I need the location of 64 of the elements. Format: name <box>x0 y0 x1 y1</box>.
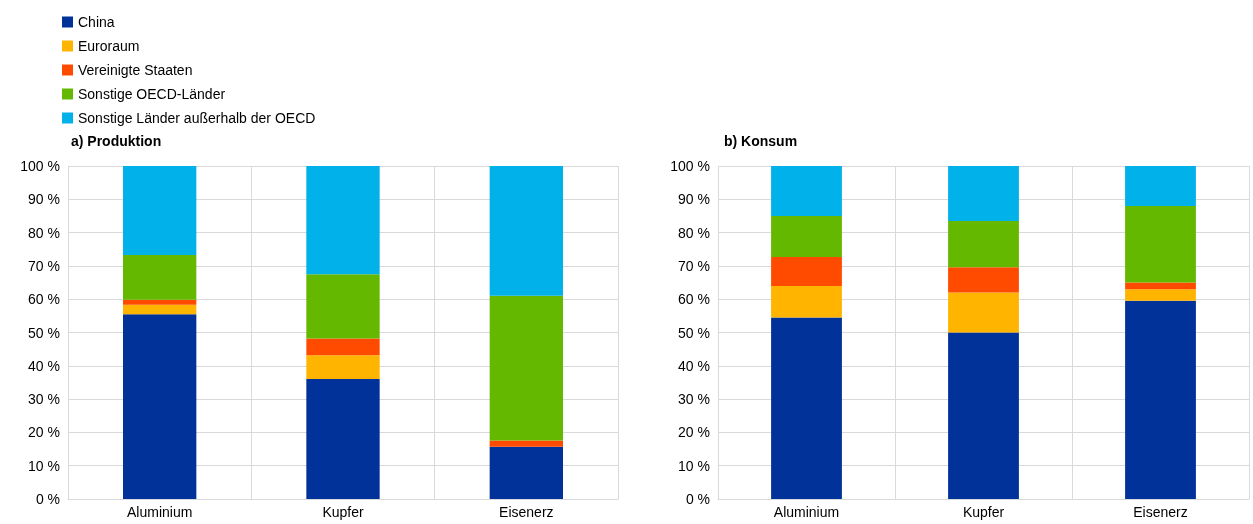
y-tick-label: 80 % <box>28 224 60 241</box>
bar <box>123 166 197 255</box>
bar <box>771 166 842 216</box>
y-tick-label: 10 % <box>28 457 60 474</box>
bar <box>771 285 842 318</box>
bar <box>123 314 197 499</box>
bar <box>306 338 380 356</box>
y-tick-label: 90 % <box>678 191 710 208</box>
y-tick-label: 20 % <box>678 424 710 441</box>
y-tick-label: 60 % <box>28 291 60 308</box>
legend-label: Sonstige OECD-Länder <box>78 86 226 102</box>
bar <box>306 379 380 499</box>
bar <box>306 166 380 275</box>
bar <box>771 317 842 499</box>
bar <box>123 304 197 315</box>
x-tick-label: Eisenerz <box>1133 504 1188 520</box>
bar <box>306 274 380 339</box>
bar <box>948 292 1019 333</box>
x-tick-label: Kupfer <box>962 504 1005 520</box>
x-tick-label: Aluminium <box>773 504 840 520</box>
bar <box>771 215 842 257</box>
y-tick-label: 100 % <box>20 158 60 174</box>
bar <box>948 332 1019 499</box>
bar <box>1125 282 1196 290</box>
y-tick-label: 90 % <box>28 191 60 208</box>
bar <box>1125 166 1196 206</box>
y-tick-label: 70 % <box>678 257 710 274</box>
y-tick-label: 40 % <box>678 357 710 374</box>
y-tick-label: 50 % <box>678 324 710 341</box>
chart-title: b) Konsum <box>724 133 798 149</box>
y-tick-label: 100 % <box>670 158 710 174</box>
legend-label: Sonstige Länder außerhalb der OECD <box>78 110 316 126</box>
y-tick-label: 50 % <box>28 324 60 341</box>
y-tick-label: 80 % <box>678 224 710 241</box>
bar <box>123 299 197 305</box>
y-tick-label: 20 % <box>28 424 60 441</box>
bar <box>306 355 380 380</box>
legend-label: China <box>78 14 115 30</box>
bar <box>948 220 1019 268</box>
legend-label: Euroraum <box>78 38 140 54</box>
bar <box>948 267 1019 293</box>
x-tick-label: Kupfer <box>322 504 364 520</box>
bar <box>489 166 563 296</box>
bar <box>1125 289 1196 301</box>
bar <box>1125 300 1196 499</box>
y-tick-label: 40 % <box>28 357 60 374</box>
chart-title: a) Produktion <box>71 133 162 149</box>
x-tick-label: Eisenerz <box>499 504 554 520</box>
y-tick-label: 10 % <box>678 457 710 474</box>
bar <box>1125 205 1196 283</box>
bar <box>489 440 563 447</box>
y-tick-label: 70 % <box>28 257 60 274</box>
bar <box>948 166 1019 221</box>
legend-label: Vereinigte Staaten <box>78 62 193 78</box>
y-tick-label: 60 % <box>678 291 710 308</box>
y-tick-label: 0 % <box>35 491 60 507</box>
bar <box>771 256 842 286</box>
y-tick-label: 0 % <box>685 491 710 507</box>
bar <box>489 295 563 441</box>
y-tick-label: 30 % <box>28 391 60 408</box>
y-tick-label: 30 % <box>678 391 710 408</box>
bar <box>123 254 197 300</box>
x-tick-label: Aluminium <box>126 504 193 520</box>
bar <box>489 446 563 499</box>
